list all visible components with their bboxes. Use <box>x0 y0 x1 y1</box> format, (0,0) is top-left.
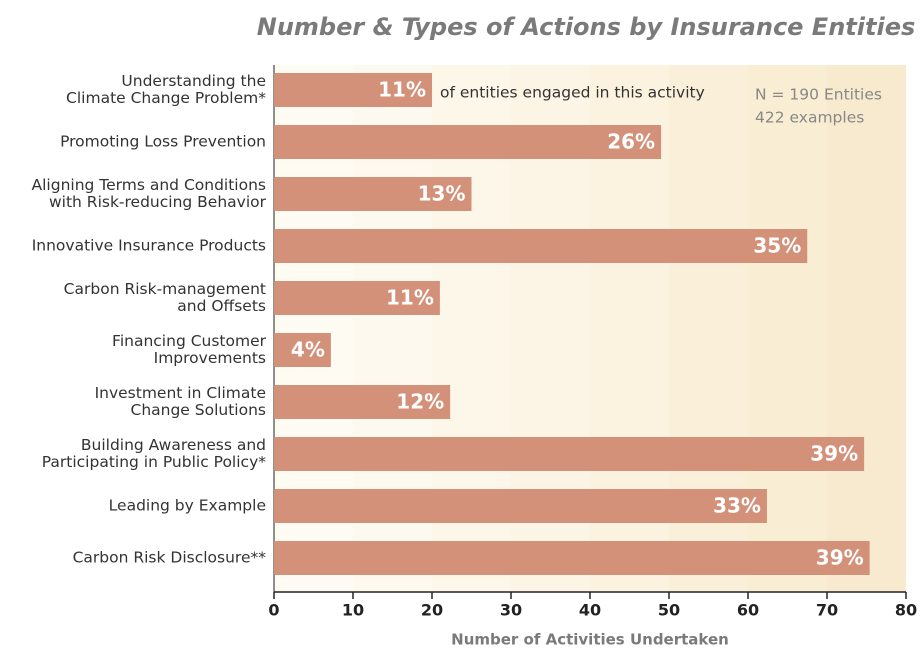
bar-label: 39% <box>816 546 864 570</box>
bar-label: 4% <box>291 338 325 362</box>
y-tick-label: Building Awareness and Participating in … <box>41 436 266 471</box>
bar <box>274 333 331 367</box>
y-tick-label: Innovative Insurance Products <box>31 236 266 255</box>
y-tick-label: Leading by Example <box>108 496 266 515</box>
bar <box>274 281 440 315</box>
x-tick-label: 30 <box>500 601 522 620</box>
bar-label: 35% <box>753 234 801 258</box>
y-tick-label: Financing Customer Improvements <box>112 332 266 367</box>
x-tick-label: 70 <box>816 601 838 620</box>
bar <box>274 73 432 107</box>
x-tick-label: 40 <box>579 601 601 620</box>
y-tick-label: Carbon Risk-management and Offsets <box>63 280 266 315</box>
bar-label: 11% <box>386 286 434 310</box>
x-axis-label: Number of Activities Undertaken <box>451 631 729 649</box>
bar <box>274 125 662 159</box>
bar-label: 13% <box>418 182 466 206</box>
annotation: of entities engaged in this activity <box>440 84 705 102</box>
bar <box>274 437 865 471</box>
bar-label: 33% <box>713 494 761 518</box>
bar-label: 12% <box>396 390 444 414</box>
x-tick-label: 80 <box>895 601 917 620</box>
bar <box>274 489 767 523</box>
bar-label: 26% <box>607 130 655 154</box>
bar <box>274 541 870 575</box>
bar-label: 39% <box>810 442 858 466</box>
y-tick-label: Promoting Loss Prevention <box>60 132 266 151</box>
bar <box>274 385 451 419</box>
x-tick-label: 0 <box>268 601 279 620</box>
x-tick-label: 10 <box>342 601 364 620</box>
y-tick-label: Investment in Climate Change Solutions <box>94 384 266 419</box>
y-tick-label: Understanding the Climate Change Problem… <box>66 72 266 107</box>
bar <box>274 177 472 211</box>
annotation: 422 examples <box>755 109 864 127</box>
grid-band <box>827 65 906 592</box>
x-tick-label: 20 <box>421 601 443 620</box>
bar <box>274 229 808 263</box>
y-tick-label: Aligning Terms and Conditions with Risk-… <box>31 176 266 211</box>
x-tick-label: 60 <box>737 601 759 620</box>
y-tick-label: Carbon Risk Disclosure** <box>72 548 266 567</box>
bar-label: 11% <box>378 78 426 102</box>
x-tick-label: 50 <box>658 601 680 620</box>
chart-title: Number & Types of Actions by Insurance E… <box>257 13 916 41</box>
annotation: N = 190 Entities <box>755 86 882 104</box>
